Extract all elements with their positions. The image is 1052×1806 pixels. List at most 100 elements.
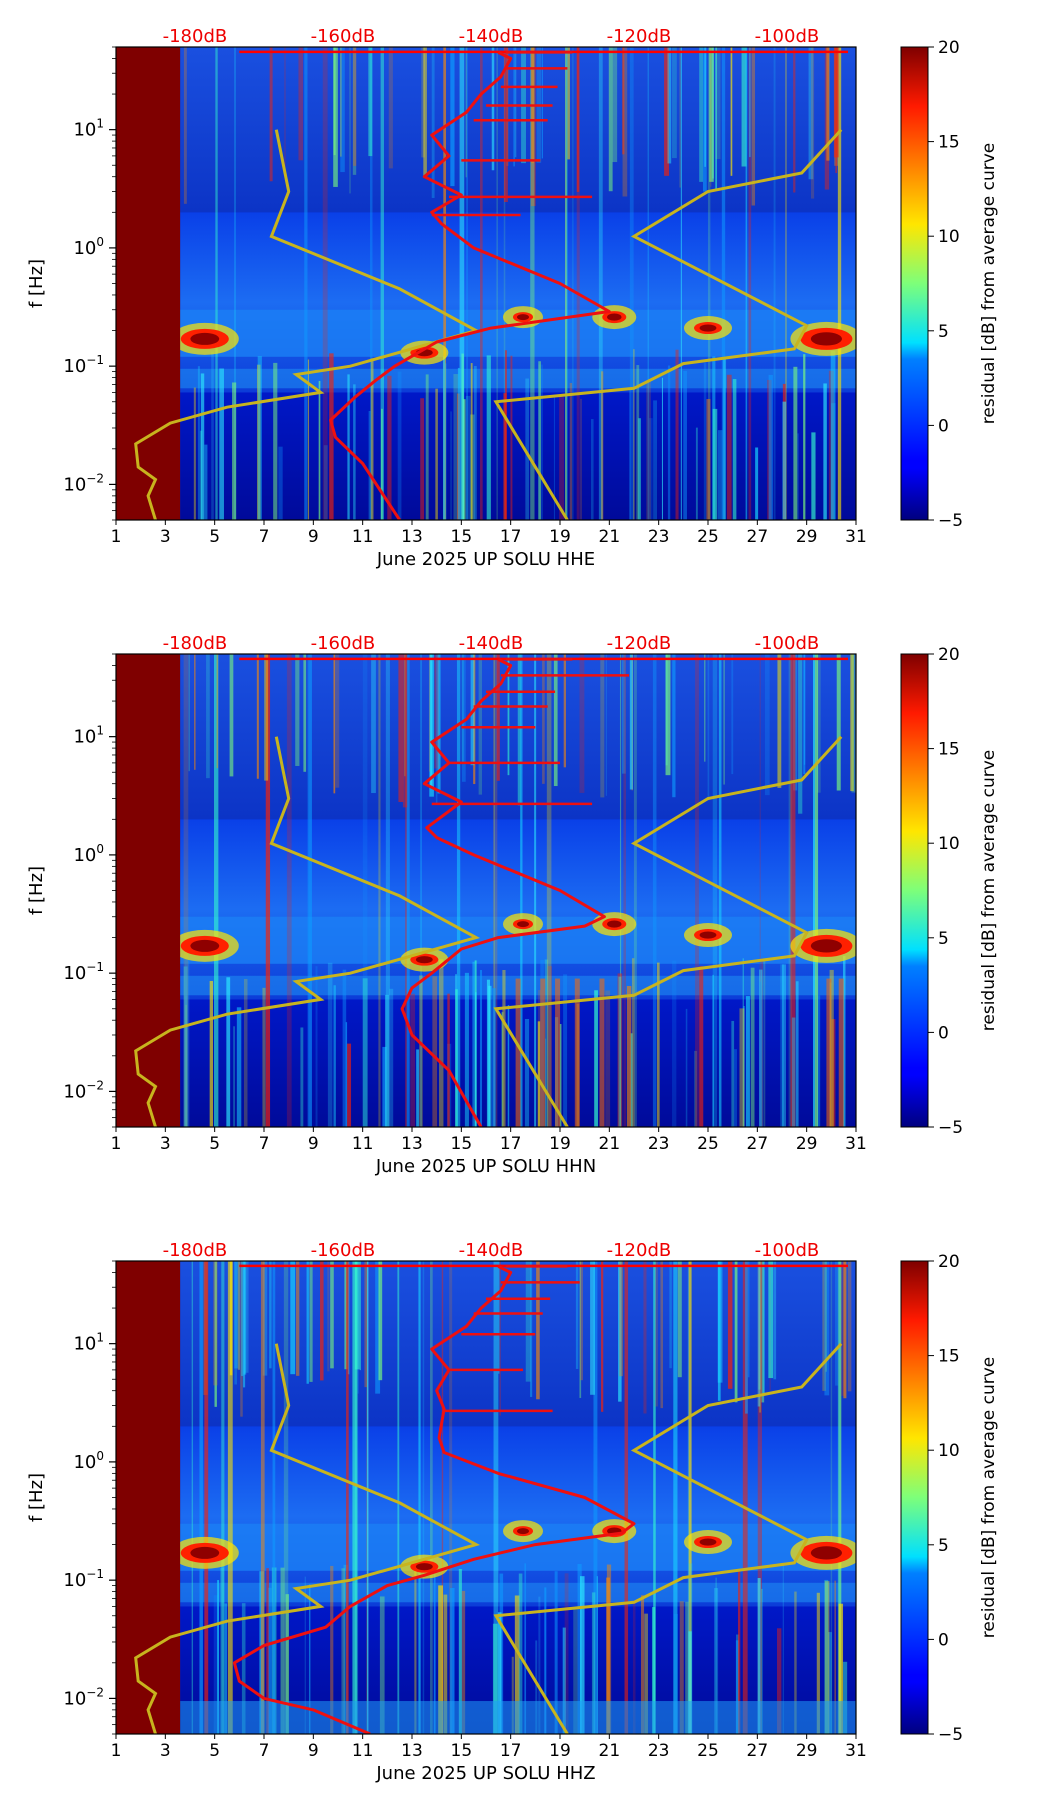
- colorbar-tick-label: 0: [938, 1630, 949, 1650]
- colorbar-tick-label: 20: [938, 1252, 960, 1272]
- streak: [715, 47, 718, 190]
- streak: [797, 433, 799, 520]
- streak: [194, 654, 196, 770]
- streak: [714, 1588, 719, 1734]
- colorbar-tick-label: −5: [938, 511, 963, 531]
- streak: [284, 47, 286, 171]
- streak: [333, 47, 338, 187]
- top-db-label: -140dB: [459, 1240, 524, 1261]
- streak: [605, 654, 607, 796]
- streak: [507, 654, 510, 776]
- streak: [573, 1607, 578, 1734]
- streak: [352, 47, 357, 175]
- y-tick-label: 10−1: [63, 960, 104, 984]
- streak: [694, 1050, 698, 1127]
- streak: [227, 1261, 233, 1734]
- colorbar: [900, 46, 929, 521]
- streak: [416, 1049, 419, 1127]
- streak: [517, 654, 521, 806]
- streak: [285, 1594, 289, 1734]
- streak: [280, 1567, 285, 1734]
- streak: [524, 1018, 530, 1127]
- x-tick-label: 11: [352, 1741, 374, 1761]
- x-tick-label: 29: [796, 1741, 818, 1761]
- hotspot-core: [699, 1538, 717, 1546]
- streak: [606, 1564, 612, 1734]
- streak: [257, 356, 262, 520]
- streak: [795, 981, 799, 1127]
- y-axis-label: f [Hz]: [26, 1473, 47, 1522]
- colorbar-tick-label: −5: [938, 1725, 963, 1745]
- streak: [565, 47, 568, 520]
- streak: [837, 1261, 841, 1734]
- streak: [667, 365, 671, 520]
- streak: [712, 408, 718, 520]
- mid-frequency-band: [180, 819, 856, 1000]
- streak: [378, 654, 381, 1127]
- streak: [623, 654, 627, 1127]
- streak: [648, 418, 653, 520]
- colorbar-tick-label: 0: [938, 416, 949, 436]
- streak: [638, 418, 641, 520]
- x-tick-label: 3: [160, 1741, 171, 1761]
- noise-model-low-line: [134, 736, 481, 1127]
- streak: [428, 654, 431, 772]
- streak: [564, 1573, 569, 1734]
- y-tick-label: 101: [73, 1331, 104, 1355]
- streak: [672, 654, 676, 798]
- x-tick-label: 21: [599, 527, 621, 547]
- streak: [554, 1571, 558, 1734]
- top-db-label: -180dB: [163, 26, 228, 47]
- streak: [823, 383, 827, 520]
- y-tick-label: 10−1: [63, 353, 104, 377]
- streak: [211, 351, 214, 520]
- x-tick-label: 25: [697, 1741, 719, 1761]
- streak: [406, 654, 410, 1127]
- x-tick-label: 27: [747, 527, 769, 547]
- streak: [794, 1591, 797, 1734]
- streak: [723, 357, 727, 520]
- streak: [229, 1261, 233, 1376]
- streak: [272, 1261, 276, 1734]
- streak: [835, 1261, 839, 1386]
- streak: [382, 1046, 387, 1127]
- hotspot-core: [699, 324, 717, 332]
- streak: [237, 1261, 241, 1370]
- streak: [600, 371, 604, 520]
- streak: [836, 654, 841, 791]
- streak: [687, 1261, 689, 1734]
- x-axis-label: June 2025 UP SOLU HHE: [376, 549, 595, 570]
- streak: [362, 978, 368, 1127]
- streak: [362, 654, 368, 1127]
- streak: [470, 363, 473, 520]
- streak: [498, 1261, 500, 1374]
- average-curve: [232, 1265, 636, 1734]
- streak: [580, 1261, 583, 1381]
- streak: [478, 654, 482, 795]
- x-tick-label: 15: [451, 1741, 473, 1761]
- streak: [688, 1631, 692, 1734]
- streak: [830, 1261, 833, 1734]
- streak: [330, 1565, 334, 1734]
- streak: [366, 1261, 369, 1734]
- streak: [644, 1613, 648, 1734]
- streak: [183, 47, 187, 204]
- streak: [344, 1261, 348, 1370]
- streak: [826, 47, 830, 161]
- streak: [598, 47, 603, 520]
- streak: [514, 47, 517, 158]
- streak: [704, 654, 706, 762]
- streak: [712, 654, 718, 1127]
- top-db-label: -160dB: [311, 1240, 376, 1261]
- streak: [493, 1261, 499, 1734]
- x-tick-label: 15: [451, 1134, 473, 1154]
- streak: [492, 988, 496, 1127]
- streak: [447, 993, 450, 1127]
- streak: [629, 654, 633, 790]
- streak: [673, 1613, 678, 1734]
- streak: [683, 370, 687, 520]
- y-tick-label: 10−2: [63, 1078, 104, 1102]
- streak: [751, 47, 756, 206]
- streak: [652, 654, 657, 1127]
- streak: [433, 1573, 436, 1734]
